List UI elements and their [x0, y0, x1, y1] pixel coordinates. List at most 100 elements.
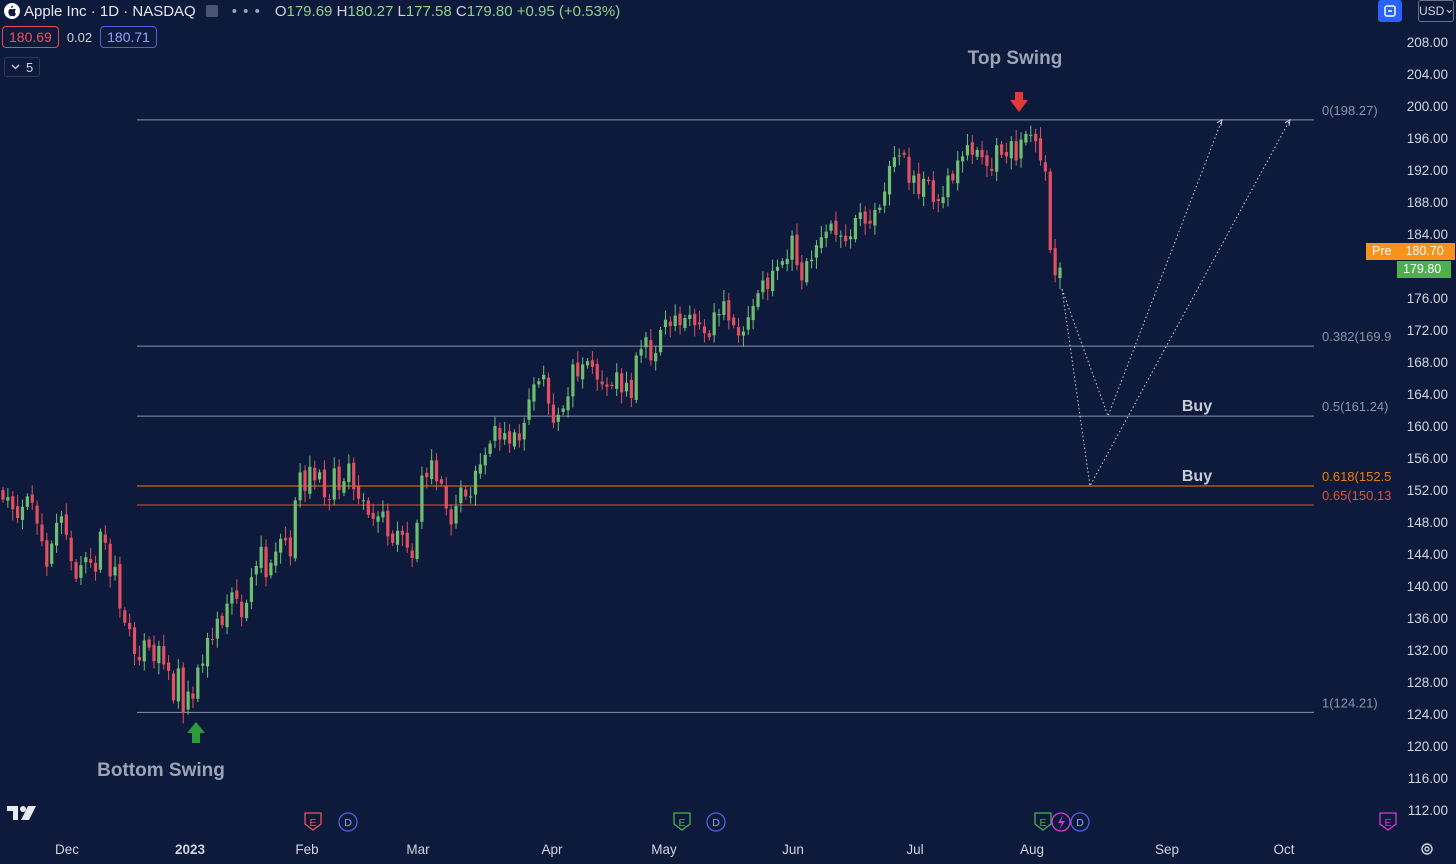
flag-icon[interactable]	[205, 5, 218, 17]
candle-body	[444, 486, 448, 509]
candle-body	[498, 427, 502, 440]
dividend-marker-icon[interactable]: D	[706, 812, 726, 832]
last-price-badge: 179.80	[1397, 261, 1451, 278]
close-value: 179.80	[466, 2, 513, 20]
candle-body	[352, 462, 356, 490]
ohlc-values: O179.69 H180.27 L177.58 C179.80 +0.95 (+…	[275, 3, 620, 20]
candle-body	[965, 145, 970, 156]
candle-body	[999, 144, 1004, 155]
change-value: +0.95 (+0.53%)	[516, 2, 621, 20]
earnings-marker-icon[interactable]: E	[304, 812, 322, 831]
candle-body	[688, 314, 692, 319]
bottom-swing-label: Bottom Swing	[97, 760, 225, 781]
fibonacci-retracement[interactable]: 0(198.27) 0.382(169.9 0.5(161.24) 0.618(152…	[137, 103, 1391, 713]
candle-body	[308, 466, 312, 494]
candle-body	[93, 562, 98, 572]
candle-body	[79, 565, 83, 578]
apple-logo-icon	[4, 3, 20, 19]
candle-body	[123, 610, 127, 623]
indicators-toggle[interactable]: 5	[4, 57, 41, 77]
lightning-icon	[1058, 815, 1065, 830]
candle-body	[381, 511, 385, 518]
split-marker-icon[interactable]	[1051, 812, 1071, 832]
candle-body	[162, 646, 166, 665]
time-tick-label: Sep	[1155, 842, 1179, 857]
low-value: 177.58	[405, 2, 452, 20]
candle-body	[605, 384, 609, 387]
marker-shape	[1070, 812, 1090, 832]
currency-label: USD	[1419, 4, 1445, 18]
candle-body	[434, 460, 439, 482]
candle-body	[1014, 141, 1018, 161]
candle-body	[732, 317, 736, 326]
candle-body	[103, 534, 107, 543]
price-tick-label: 204.00	[1407, 67, 1448, 82]
candle-body	[415, 522, 419, 559]
tradingview-logo-icon[interactable]	[7, 804, 37, 822]
candle-body	[391, 533, 395, 543]
candle-body	[649, 340, 653, 361]
candle-body	[420, 475, 424, 522]
settings-icon[interactable]	[1420, 842, 1434, 856]
candle-body	[157, 646, 161, 664]
candle-body	[210, 638, 215, 640]
time-tick-label: Mar	[406, 842, 430, 857]
candle-body	[848, 236, 853, 240]
candle-body	[576, 362, 580, 377]
candle-body	[581, 364, 585, 380]
projection-path[interactable]	[1061, 119, 1223, 418]
symbol-title[interactable]: Apple Inc · 1D · NASDAQ	[24, 2, 196, 20]
candle-body	[712, 312, 716, 336]
projection-paths[interactable]	[1061, 118, 1291, 488]
time-tick-label: Aug	[1020, 842, 1044, 857]
candle-body	[1, 490, 5, 500]
dividend-marker-icon[interactable]: D	[338, 812, 358, 832]
price-tick-label: 184.00	[1407, 227, 1448, 242]
candle-body	[839, 235, 843, 237]
candle-body	[240, 601, 244, 618]
fullscreen-button[interactable]	[1378, 0, 1402, 22]
price-tick-label: 132.00	[1407, 643, 1448, 658]
candle-body	[84, 557, 88, 563]
candle-body	[790, 235, 794, 260]
currency-selector[interactable]: USD	[1418, 0, 1454, 22]
time-tick-label: 2023	[175, 842, 206, 857]
earnings-marker-icon[interactable]: E	[673, 812, 691, 831]
price-axis[interactable]: 208.00 204.00 200.00 196.00 192.00 188.00 184.…	[1407, 35, 1448, 818]
time-tick-label: Oct	[1273, 842, 1294, 857]
candle-body	[196, 667, 200, 699]
dividend-marker-icon[interactable]: D	[1070, 812, 1090, 832]
candle-body	[761, 280, 765, 293]
time-tick-label: Apr	[541, 842, 563, 857]
earnings-marker-icon[interactable]: E	[1379, 812, 1397, 831]
price-tick-label: 136.00	[1407, 611, 1448, 626]
candle-body	[805, 261, 809, 283]
candle-body	[834, 220, 838, 235]
more-options-icon[interactable]: • • •	[231, 2, 261, 20]
candle-body	[50, 543, 54, 564]
candle-body	[108, 543, 112, 577]
candle-body	[425, 472, 429, 478]
buy-button[interactable]: 180.71	[100, 26, 157, 48]
price-tick-label: 172.00	[1407, 323, 1448, 338]
candle-body	[775, 266, 780, 271]
projection-path[interactable]	[1061, 119, 1291, 488]
candle-body	[697, 322, 702, 325]
sell-button[interactable]: 180.69	[2, 26, 59, 48]
candle-body	[478, 464, 482, 474]
candle-body	[673, 315, 677, 326]
candle-body	[517, 433, 521, 441]
candle-body	[561, 408, 565, 412]
candle-body	[546, 377, 551, 404]
candle-body	[225, 603, 229, 628]
candle-body	[318, 472, 322, 480]
candle-body	[507, 431, 512, 444]
candle-body	[917, 173, 921, 194]
time-axis[interactable]: Dec 2023 Feb Mar Apr May Jun Jul Aug Sep Oct	[55, 842, 1295, 857]
candle-body	[527, 399, 531, 420]
candle-body	[59, 516, 64, 523]
earnings-marker-icon[interactable]: E	[1034, 812, 1052, 831]
fullscreen-icon	[1384, 5, 1396, 17]
